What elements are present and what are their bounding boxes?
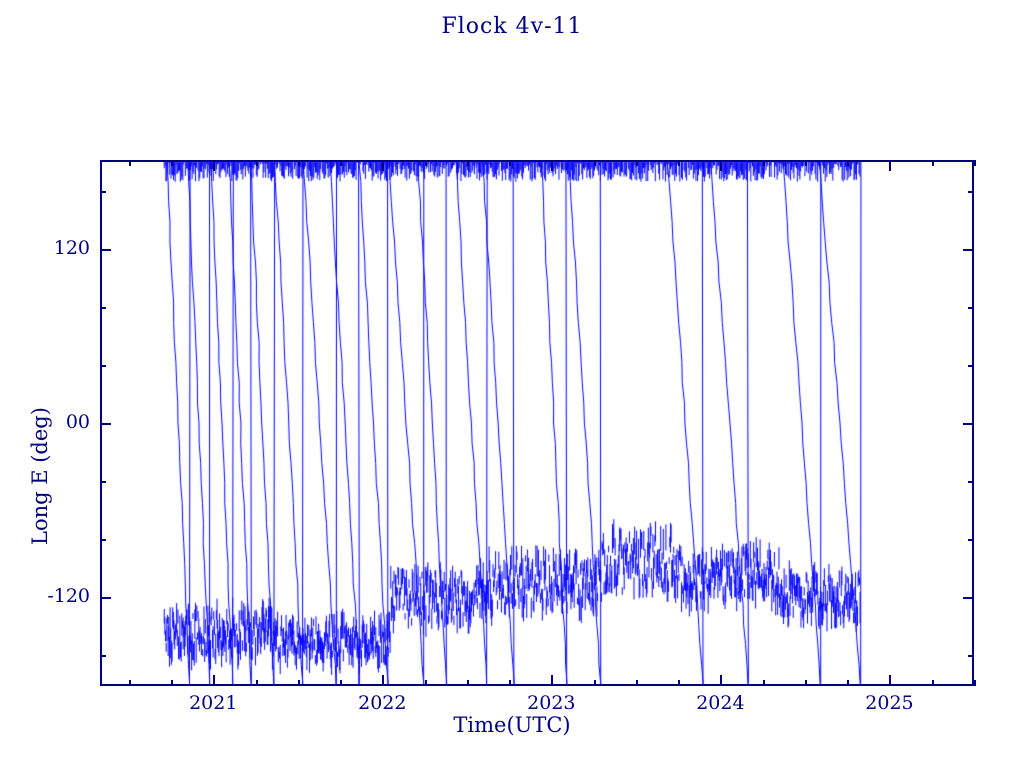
x-minor-tick: [298, 680, 300, 686]
y-minor-tick-right: [968, 365, 974, 367]
x-minor-tick-top: [678, 160, 680, 166]
x-major-tick: [551, 675, 553, 686]
y-minor-tick-right: [968, 655, 974, 657]
x-minor-tick-top: [509, 160, 511, 166]
y-major-tick-right: [963, 597, 974, 599]
y-tick-label: 120: [53, 236, 90, 259]
x-minor-tick: [467, 680, 469, 686]
y-minor-tick: [100, 481, 106, 483]
x-minor-tick: [509, 680, 511, 686]
x-minor-tick-top: [763, 160, 765, 166]
x-minor-tick-top: [805, 160, 807, 166]
x-major-tick-top: [720, 160, 722, 171]
x-major-tick: [889, 675, 891, 686]
x-minor-tick: [129, 680, 131, 686]
x-minor-tick-top: [467, 160, 469, 166]
x-minor-tick: [636, 680, 638, 686]
y-minor-tick-right: [968, 481, 974, 483]
x-minor-tick: [932, 680, 934, 686]
x-major-tick-top: [889, 160, 891, 171]
y-axis-title: Long E (deg): [28, 407, 52, 545]
x-minor-tick-top: [425, 160, 427, 166]
x-major-tick: [213, 675, 215, 686]
y-major-tick: [100, 423, 111, 425]
y-minor-tick-right: [968, 539, 974, 541]
y-major-tick: [100, 249, 111, 251]
y-major-tick-right: [963, 423, 974, 425]
x-major-tick-top: [213, 160, 215, 171]
x-minor-tick-top: [847, 160, 849, 166]
y-minor-tick: [100, 365, 106, 367]
x-major-tick-top: [551, 160, 553, 171]
x-major-tick: [720, 675, 722, 686]
x-tick-label: 2023: [527, 692, 576, 714]
x-minor-tick-top: [298, 160, 300, 166]
x-major-tick: [382, 675, 384, 686]
x-major-tick-top: [382, 160, 384, 171]
x-minor-tick: [974, 680, 976, 686]
y-major-tick-right: [963, 249, 974, 251]
y-minor-tick: [100, 655, 106, 657]
x-minor-tick-top: [594, 160, 596, 166]
x-minor-tick: [847, 680, 849, 686]
x-minor-tick: [594, 680, 596, 686]
x-minor-tick: [171, 680, 173, 686]
x-tick-label: 2022: [358, 692, 407, 714]
x-minor-tick: [763, 680, 765, 686]
x-minor-tick-top: [974, 160, 976, 166]
y-minor-tick: [100, 307, 106, 309]
x-axis-title: Time(UTC): [453, 713, 571, 737]
x-minor-tick: [805, 680, 807, 686]
y-tick-label: -120: [47, 585, 90, 608]
y-minor-tick: [100, 539, 106, 541]
x-minor-tick-top: [340, 160, 342, 166]
x-minor-tick-top: [129, 160, 131, 166]
y-minor-tick-right: [968, 307, 974, 309]
y-tick-label: 00: [65, 411, 90, 433]
x-minor-tick: [340, 680, 342, 686]
x-minor-tick-top: [636, 160, 638, 166]
x-minor-tick: [678, 680, 680, 686]
x-tick-label: 2024: [696, 692, 745, 714]
x-minor-tick: [425, 680, 427, 686]
y-minor-tick: [100, 191, 106, 193]
x-minor-tick-top: [932, 160, 934, 166]
y-major-tick: [100, 597, 111, 599]
x-minor-tick-top: [256, 160, 258, 166]
x-minor-tick: [256, 680, 258, 686]
x-tick-label: 2021: [189, 692, 238, 714]
y-minor-tick-right: [968, 191, 974, 193]
x-tick-label: 2025: [865, 692, 914, 714]
x-minor-tick-top: [171, 160, 173, 166]
